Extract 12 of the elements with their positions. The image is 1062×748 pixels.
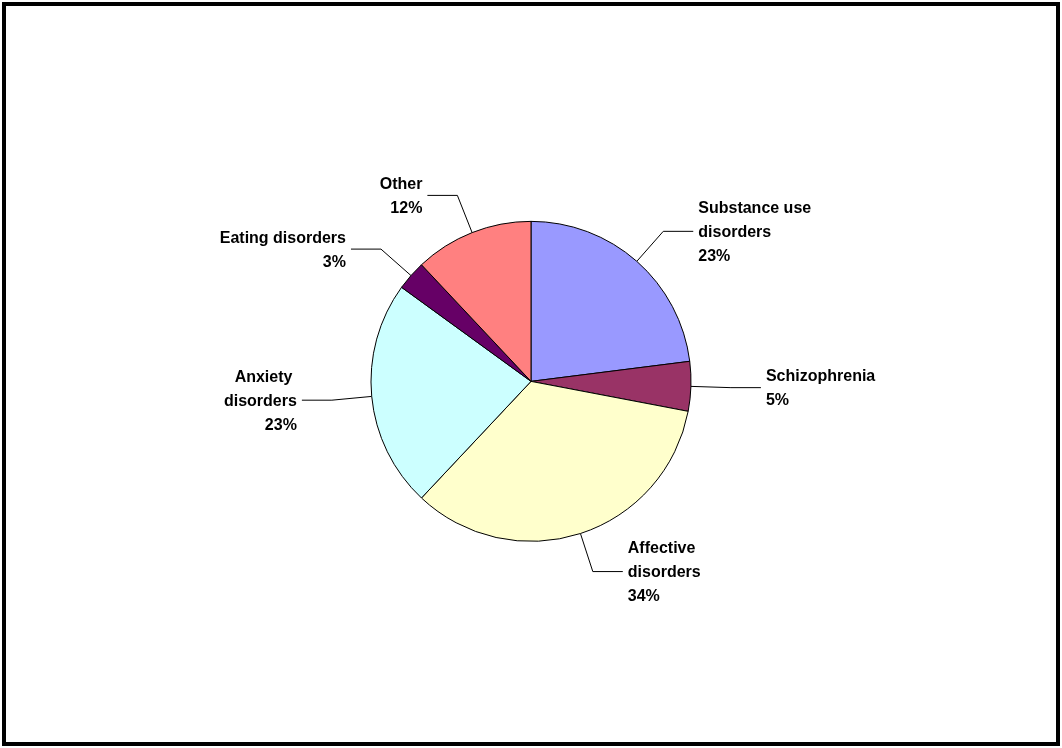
slice-label: Affective disorders (627, 539, 701, 581)
data-label: 23% (264, 415, 297, 433)
data-label: 3% (322, 252, 346, 270)
slice-label: Schizophrenia (765, 367, 876, 385)
data-label: 12% (390, 198, 423, 216)
data-label: 5% (765, 391, 790, 409)
slice-label: Eating disorders (219, 228, 347, 246)
slice-label: Substance use disorders (698, 198, 816, 240)
data-label: 23% (698, 246, 731, 264)
data-label: 34% (627, 587, 660, 605)
slice-label: Other (379, 174, 423, 192)
slice-label: Anxiety disorders (223, 367, 297, 409)
